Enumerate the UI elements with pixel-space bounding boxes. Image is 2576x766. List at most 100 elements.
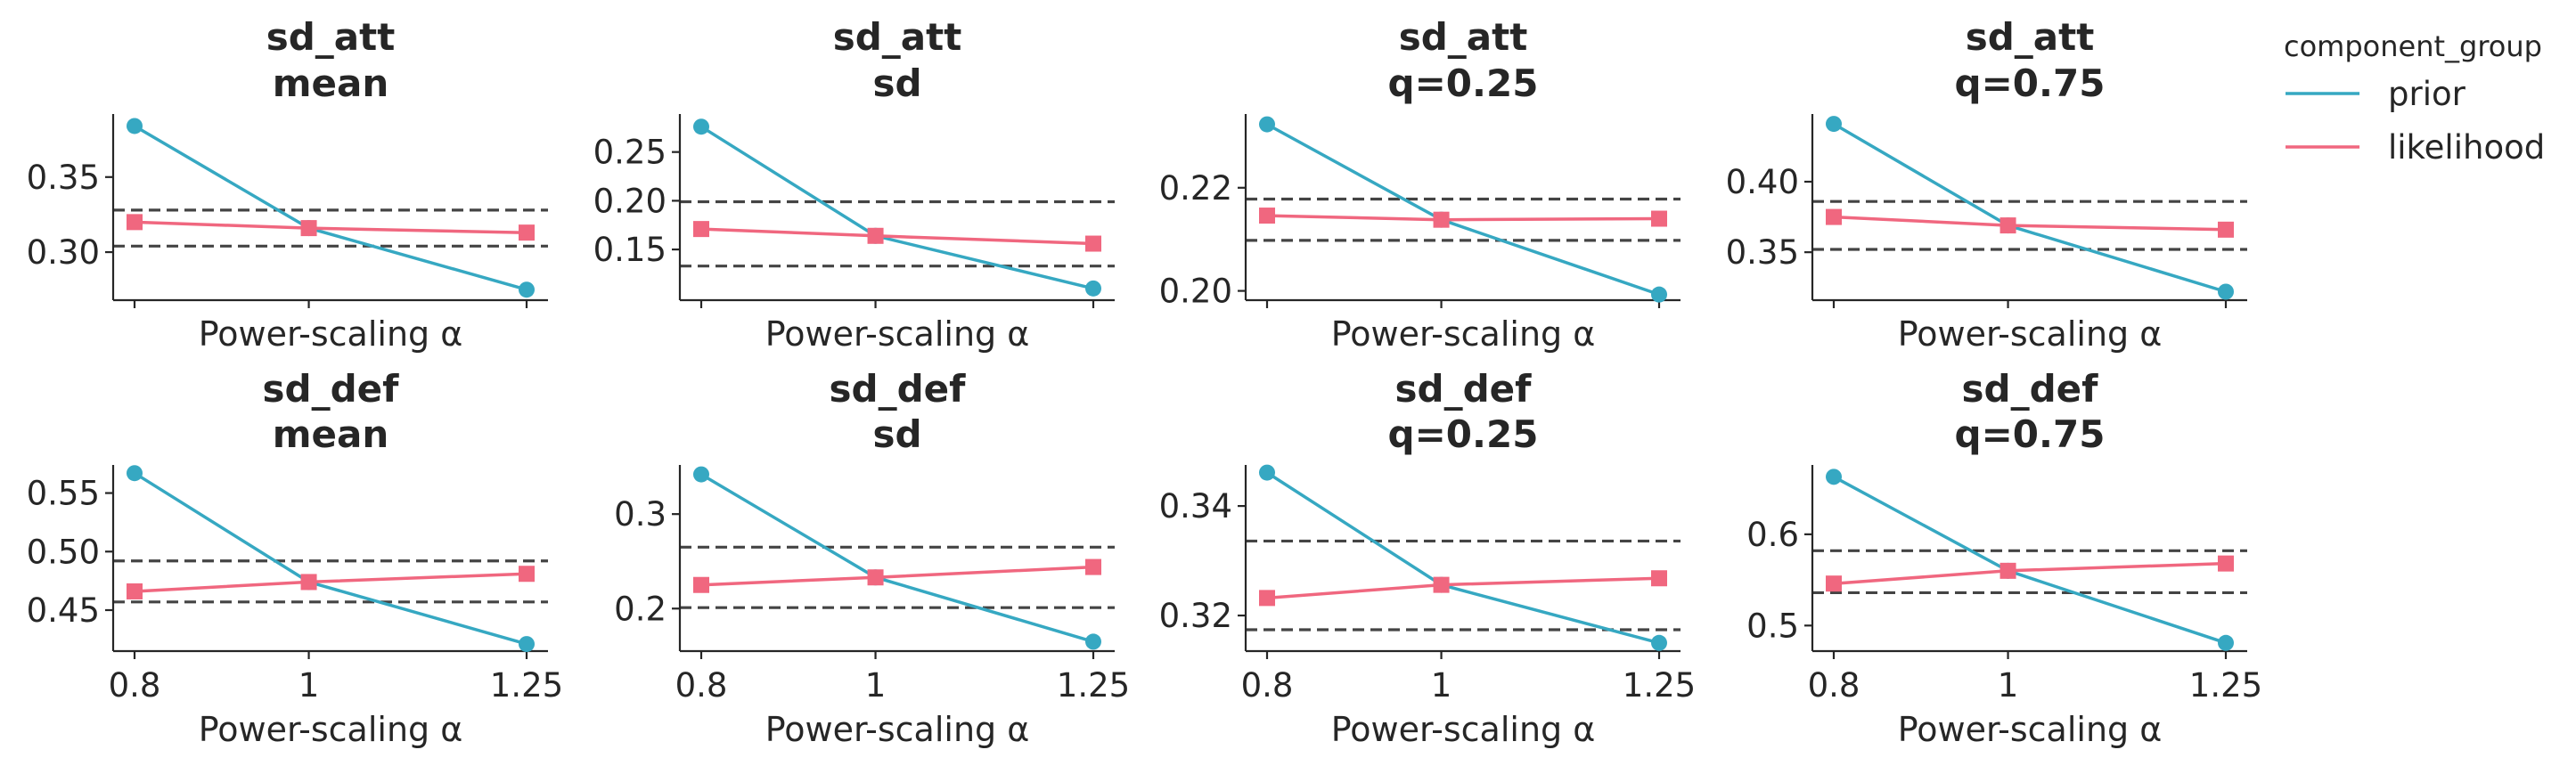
panel-title-line1: sd_def [1962,367,2099,411]
x-axis-label: Power-scaling α [199,314,463,354]
series-line-likelihood [1833,561,2227,585]
data-point-likelihood [867,227,884,244]
data-point-prior [1085,280,1101,297]
x-tick-label: 0.8 [1241,666,1294,705]
data-point-likelihood [2218,555,2234,572]
y-tick-label: 0.2 [614,590,666,628]
data-point-likelihood [693,221,709,238]
legend: component_group prior likelihood [2284,29,2545,167]
data-point-prior [1826,116,1842,133]
y-tick-label: 0.22 [1159,169,1232,208]
data-point-likelihood [1085,558,1101,575]
panel-title-line1: sd_att [266,15,396,59]
series-line-likelihood [1266,576,1660,600]
data-point-prior [1259,116,1275,133]
data-point-likelihood [1651,570,1667,587]
panel-title-line2: mean [273,412,389,456]
series-line-prior [1833,475,2227,645]
y-tick-label: 0.50 [27,533,100,571]
data-point-likelihood [519,224,535,241]
x-tick-label: 1 [865,666,887,705]
data-point-likelihood [519,566,535,583]
panel-title-line1: sd_att [1966,15,2095,59]
data-point-prior [2218,283,2234,300]
data-point-prior [693,118,709,135]
x-tick-label: 1.25 [1623,666,1696,705]
x-axis-label: Power-scaling α [765,314,1030,354]
data-point-prior [1259,464,1275,481]
panel-title-line1: sd_def [263,367,400,411]
y-tick-label: 0.32 [1159,597,1232,635]
data-point-prior [1651,634,1667,651]
legend-title: component_group [2284,29,2542,63]
data-point-likelihood [127,583,143,599]
data-point-likelihood [127,214,143,231]
data-point-likelihood [693,576,709,593]
data-point-likelihood [2218,221,2234,238]
data-point-prior [519,636,535,653]
series-line-prior [700,125,1094,290]
series-line-prior [700,473,1094,644]
data-point-prior [127,118,143,134]
x-tick-label: 0.8 [109,666,161,705]
series-line-prior [134,471,527,646]
series-line-prior [134,124,527,291]
x-tick-label: 1 [1998,666,2019,705]
y-tick-label: 0.15 [593,231,666,269]
x-axis-label: Power-scaling α [1331,314,1596,354]
x-tick-label: 1.25 [1057,666,1130,705]
data-point-likelihood [1085,235,1101,252]
x-axis-label: Power-scaling α [199,710,463,749]
data-point-likelihood [1433,211,1450,228]
data-point-likelihood [1259,590,1275,607]
y-tick-label: 0.45 [27,591,100,630]
series-line-prior [1266,123,1660,297]
x-tick-label: 1.25 [490,666,563,705]
y-tick-label: 0.20 [1159,273,1232,311]
data-point-likelihood [1826,208,1842,225]
y-tick-label: 0.20 [593,182,666,220]
panel-title-line2: sd [872,412,921,456]
panel-title-line1: sd_def [1395,367,1533,411]
panel-title-line2: q=0.75 [1955,61,2106,105]
data-point-likelihood [1259,208,1275,224]
data-point-prior [2218,634,2234,651]
y-tick-label: 0.3 [614,495,666,534]
y-tick-label: 0.40 [1726,163,1799,201]
y-tick-label: 0.35 [1726,233,1799,272]
y-tick-label: 0.35 [27,159,100,197]
y-tick-label: 0.30 [27,233,100,272]
data-point-likelihood [1651,210,1667,227]
y-tick-label: 0.55 [27,475,100,513]
data-point-prior [127,465,143,482]
panel-title-line2: q=0.25 [1388,412,1539,456]
panel-title-line1: sd_att [833,15,962,59]
x-axis-label: Power-scaling α [765,710,1030,749]
x-tick-label: 1 [1431,666,1452,705]
data-point-likelihood [1826,575,1842,592]
data-point-prior [1085,633,1101,650]
x-axis-label: Power-scaling α [1331,710,1596,749]
legend-label-likelihood: likelihood [2388,128,2545,167]
data-point-prior [519,281,535,298]
series-line-likelihood [1833,215,2227,232]
series-line-prior [1833,122,2227,294]
data-point-likelihood [300,574,317,591]
y-tick-label: 0.6 [1746,516,1799,554]
legend-label-prior: prior [2388,75,2466,113]
series-line-likelihood [1266,214,1660,222]
data-point-likelihood [1433,576,1450,593]
data-point-prior [1826,469,1842,485]
x-tick-label: 1 [298,666,320,705]
series-line-prior [1266,471,1660,645]
x-tick-label: 1.25 [2189,666,2262,705]
y-tick-label: 0.5 [1746,607,1799,645]
series-line-likelihood [134,220,527,234]
